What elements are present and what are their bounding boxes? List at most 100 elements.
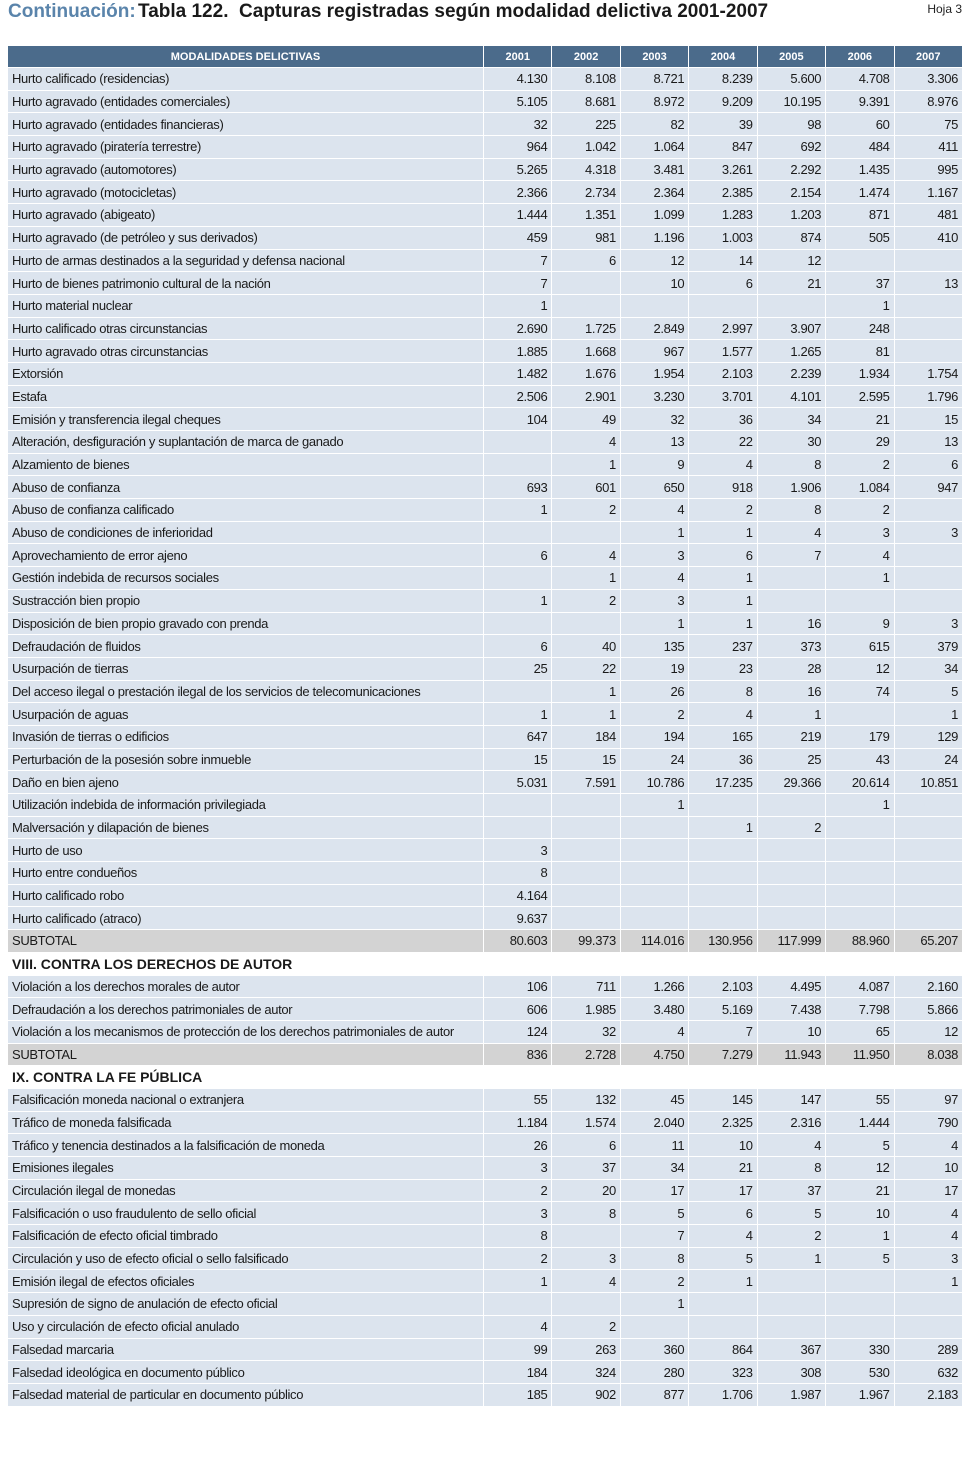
cell: 81 [825,339,895,363]
row-label: Usurpación de aguas [7,702,484,726]
cell: 1.444 [825,1110,895,1135]
cell: 6 [893,452,964,477]
cell: 10 [688,1133,758,1157]
cell: 4 [619,566,690,590]
cell: 9 [619,452,690,477]
row-label: Usurpación de tierras [7,656,484,681]
cell: 49 [551,407,621,431]
cell: 22 [551,656,621,681]
cell: 1 [619,793,690,817]
cell: 8.721 [619,67,690,91]
cell: 39 [688,112,758,137]
data-row: Aprovechamiento de error ajeno 6 4 3 6 7 4 [7,543,964,568]
cell [688,293,758,318]
cell: 10.851 [893,770,964,794]
column-header: 2005 [756,45,827,68]
cell: 3.306 [893,67,964,91]
data-row: Utilización indebida de información priv… [7,793,964,817]
cell: 15 [551,747,621,772]
cell: 1 [756,702,827,726]
row-label: Malversación y dilapación de bienes [7,815,484,840]
cell: 7.591 [551,770,621,794]
cell: 7 [482,248,553,273]
cell: 1 [825,793,895,817]
data-row: Abuso de confianza calificado 1 2 4 2 8 2 [7,498,964,522]
cell: 3.907 [756,316,827,341]
cell: 2.316 [756,1110,827,1135]
cell: 1.099 [619,203,690,227]
cell: 1 [551,566,621,590]
column-header: 2006 [825,45,895,68]
cell: 19 [619,656,690,681]
cell [619,883,690,908]
data-row: Alzamiento de bienes 1 9 4 8 2 6 [7,452,964,477]
cell: 26 [619,679,690,704]
cell: 790 [893,1110,964,1135]
cell: 902 [551,1382,621,1407]
cell: 1.885 [482,339,553,363]
cell: 1 [482,293,553,318]
cell: 2 [551,588,621,613]
cell: 114.016 [619,929,690,953]
row-label: Daño en bien ajeno [7,770,484,794]
cell: 8.681 [551,89,621,114]
row-label: Hurto calificado robo [7,883,484,908]
cell: 1 [688,566,758,590]
cell: 26 [482,1133,553,1157]
cell: 1.934 [825,361,895,386]
cell: 32 [551,1019,621,1044]
cell: 2 [482,1178,553,1203]
cell: 1 [893,1269,964,1294]
cell: 21 [688,1156,758,1180]
cell: 2 [619,1269,690,1294]
cell: 132 [551,1087,621,1112]
cell: 1 [619,611,690,636]
column-header: 2007 [893,45,964,68]
cell: 10.786 [619,770,690,794]
row-label: Hurto agravado (entidades comerciales) [7,89,484,114]
cell: 1.987 [756,1382,827,1407]
cell [825,1269,895,1294]
cell: 13 [893,430,964,454]
data-row: Emisión y transferencia ilegal cheques 10… [7,407,964,431]
cell: 5 [756,1201,827,1226]
data-row: Abuso de condiciones de inferioridad 1 1 4 3… [7,520,964,545]
cell [482,520,553,545]
data-row: Invasión de tierras o edificios 647 184 194… [7,724,964,749]
cell: 21 [825,407,895,431]
cell: 3.230 [619,384,690,409]
cell: 2.364 [619,180,690,205]
cell [756,883,827,908]
cell: 2 [756,1224,827,1248]
cell: 37 [825,271,895,295]
cell: 1.265 [756,339,827,363]
cell: 2.849 [619,316,690,341]
cell: 2.385 [688,180,758,205]
cell: 219 [756,724,827,749]
cell: 12 [619,248,690,273]
cell [482,679,553,704]
title: Tabla 122. Capturas registradas según mo… [138,1,769,22]
data-row: Falsedad ideológica en documento público… [7,1360,964,1384]
row-label: Hurto agravado (automotores) [7,157,484,182]
row-label: Hurto agravado (abigeato) [7,203,484,227]
cell: 379 [893,634,964,658]
data-row: Sustracción bien propio 1 2 3 1 [7,588,964,613]
data-row: Defraudación a los derechos patrimoniale… [7,997,964,1021]
cell: 117.999 [756,929,827,953]
cell [482,611,553,636]
cell [551,520,621,545]
cell: 323 [688,1360,758,1384]
cell: 8.038 [893,1042,964,1067]
cell [893,316,964,341]
cell [756,566,827,590]
cell: 1.706 [688,1382,758,1407]
data-row: Uso y circulación de efecto oficial anul… [7,1314,964,1339]
cell: 12 [893,1019,964,1044]
cell: 3 [482,1201,553,1226]
cell: 877 [619,1382,690,1407]
cell: 1.196 [619,225,690,250]
data-row: Hurto calificado robo 4.164 [7,883,964,908]
cell: 367 [756,1337,827,1362]
cell: 289 [893,1337,964,1362]
